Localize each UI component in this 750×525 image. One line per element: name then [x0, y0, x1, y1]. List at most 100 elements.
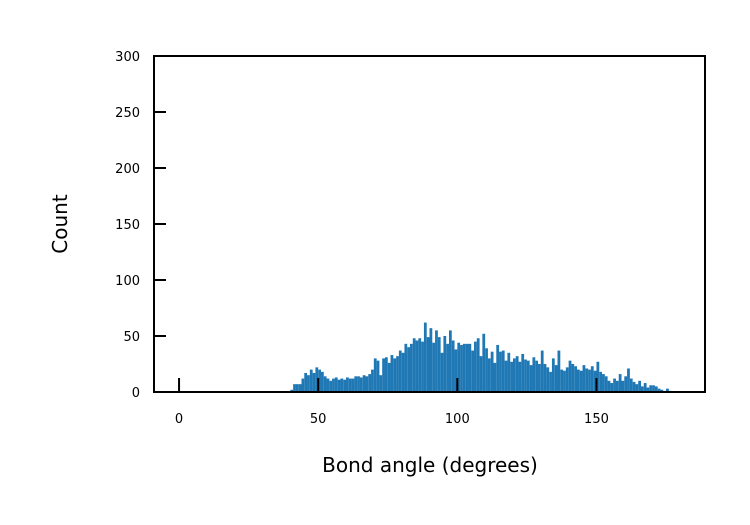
plot-frame [153, 55, 706, 393]
x-tick-label: 0 [175, 412, 183, 427]
histogram-bar [348, 378, 352, 392]
y-tick-label: 200 [115, 162, 140, 177]
histogram-bar [295, 384, 299, 392]
histogram-bar [563, 370, 566, 392]
histogram-bar [373, 358, 377, 392]
y-tick-label: 250 [115, 106, 140, 121]
histogram-bar [615, 380, 619, 392]
histogram-bar [607, 380, 611, 392]
x-axis-label: Bond angle (degrees) [322, 453, 538, 477]
histogram-bar [632, 381, 636, 392]
histogram-bar [551, 358, 555, 392]
y-tick-label: 300 [115, 50, 140, 65]
histogram-bar [649, 385, 653, 392]
histogram-bar [588, 369, 591, 392]
histogram-bar [437, 337, 441, 392]
histogram-bar [301, 378, 305, 392]
y-tick-label: 50 [123, 330, 140, 345]
histogram-bar [485, 348, 488, 392]
histogram-bar [298, 384, 302, 392]
histogram-bar [565, 367, 569, 392]
y-axis-ticks: 0 50 100 150 200 250 300 [115, 50, 166, 401]
histogram-bar [515, 356, 519, 392]
histogram-bar [568, 360, 572, 392]
histogram-bar [579, 370, 583, 392]
histogram-bar [407, 347, 411, 392]
histogram-bar [332, 378, 335, 392]
histogram-bar [652, 385, 655, 392]
histogram-bar [487, 358, 491, 392]
y-tick-label: 0 [132, 386, 140, 401]
histogram-bar [343, 379, 347, 392]
histogram-bar [471, 350, 475, 392]
histogram-bar [535, 360, 539, 392]
histogram-bar [309, 369, 313, 392]
histogram-bar [624, 376, 628, 392]
histogram-bar [346, 377, 349, 392]
histogram-bar [318, 369, 321, 392]
histogram-bar [312, 372, 316, 392]
histogram-bar [557, 350, 561, 392]
histogram-bar [499, 351, 502, 392]
histogram-bar [334, 377, 338, 392]
histogram-bar [599, 371, 603, 392]
histogram-bar [379, 375, 383, 392]
histogram-bar [429, 328, 433, 392]
histogram-bar [468, 343, 472, 392]
histogram-bar [582, 365, 586, 392]
histogram-bar [621, 380, 625, 392]
histogram-bar [507, 352, 511, 392]
histogram-bar [524, 359, 527, 392]
histogram-bar [354, 376, 358, 392]
histogram-bar [351, 378, 355, 392]
x-tick-label: 50 [310, 412, 327, 427]
histogram-bar [423, 322, 427, 392]
x-axis-ticks: 0 50 100 150 [175, 378, 609, 427]
histogram-bar [510, 361, 513, 392]
histogram-bar [396, 356, 399, 392]
histogram-bar [604, 376, 608, 392]
histogram-bars [290, 322, 672, 392]
histogram-bar [293, 384, 296, 392]
histogram-bar [401, 352, 405, 392]
histogram-bar [371, 369, 374, 392]
histogram-bar [618, 374, 622, 392]
histogram-bar [290, 389, 294, 392]
histogram-bar [387, 362, 391, 392]
histogram-bar [465, 343, 469, 392]
histogram-bar [660, 389, 664, 392]
histogram-bar [538, 364, 541, 392]
histogram-bar [512, 358, 516, 392]
histogram-bar [479, 356, 483, 392]
histogram-bar [340, 378, 344, 392]
histogram-bar [435, 330, 438, 392]
histogram-bar [384, 357, 388, 392]
histogram-bar [368, 374, 372, 392]
histogram-bar [448, 330, 452, 392]
histogram-bar [554, 365, 558, 392]
histogram-bar [560, 369, 564, 392]
histogram-bar [329, 380, 333, 392]
histogram-bar [602, 374, 605, 392]
histogram-bar [627, 368, 630, 392]
histogram-bar [421, 341, 424, 392]
histogram-bar [382, 358, 385, 392]
histogram-bar [576, 369, 580, 392]
histogram-bar [504, 360, 508, 392]
histogram-bar [666, 388, 669, 392]
histogram-bar [440, 352, 444, 392]
histogram-bar [326, 378, 330, 392]
histogram-bar [643, 383, 647, 392]
histogram-bar [362, 375, 366, 392]
histogram-bar [593, 370, 597, 392]
histogram-bar [415, 340, 419, 392]
histogram-bar [654, 386, 658, 392]
histogram-bar [526, 360, 530, 392]
histogram-bar [474, 341, 477, 392]
histogram-bar [585, 368, 589, 392]
histogram-bar [657, 388, 661, 392]
histogram-bar [476, 338, 480, 392]
histogram-bar [521, 353, 525, 392]
histogram-bar [457, 342, 461, 392]
